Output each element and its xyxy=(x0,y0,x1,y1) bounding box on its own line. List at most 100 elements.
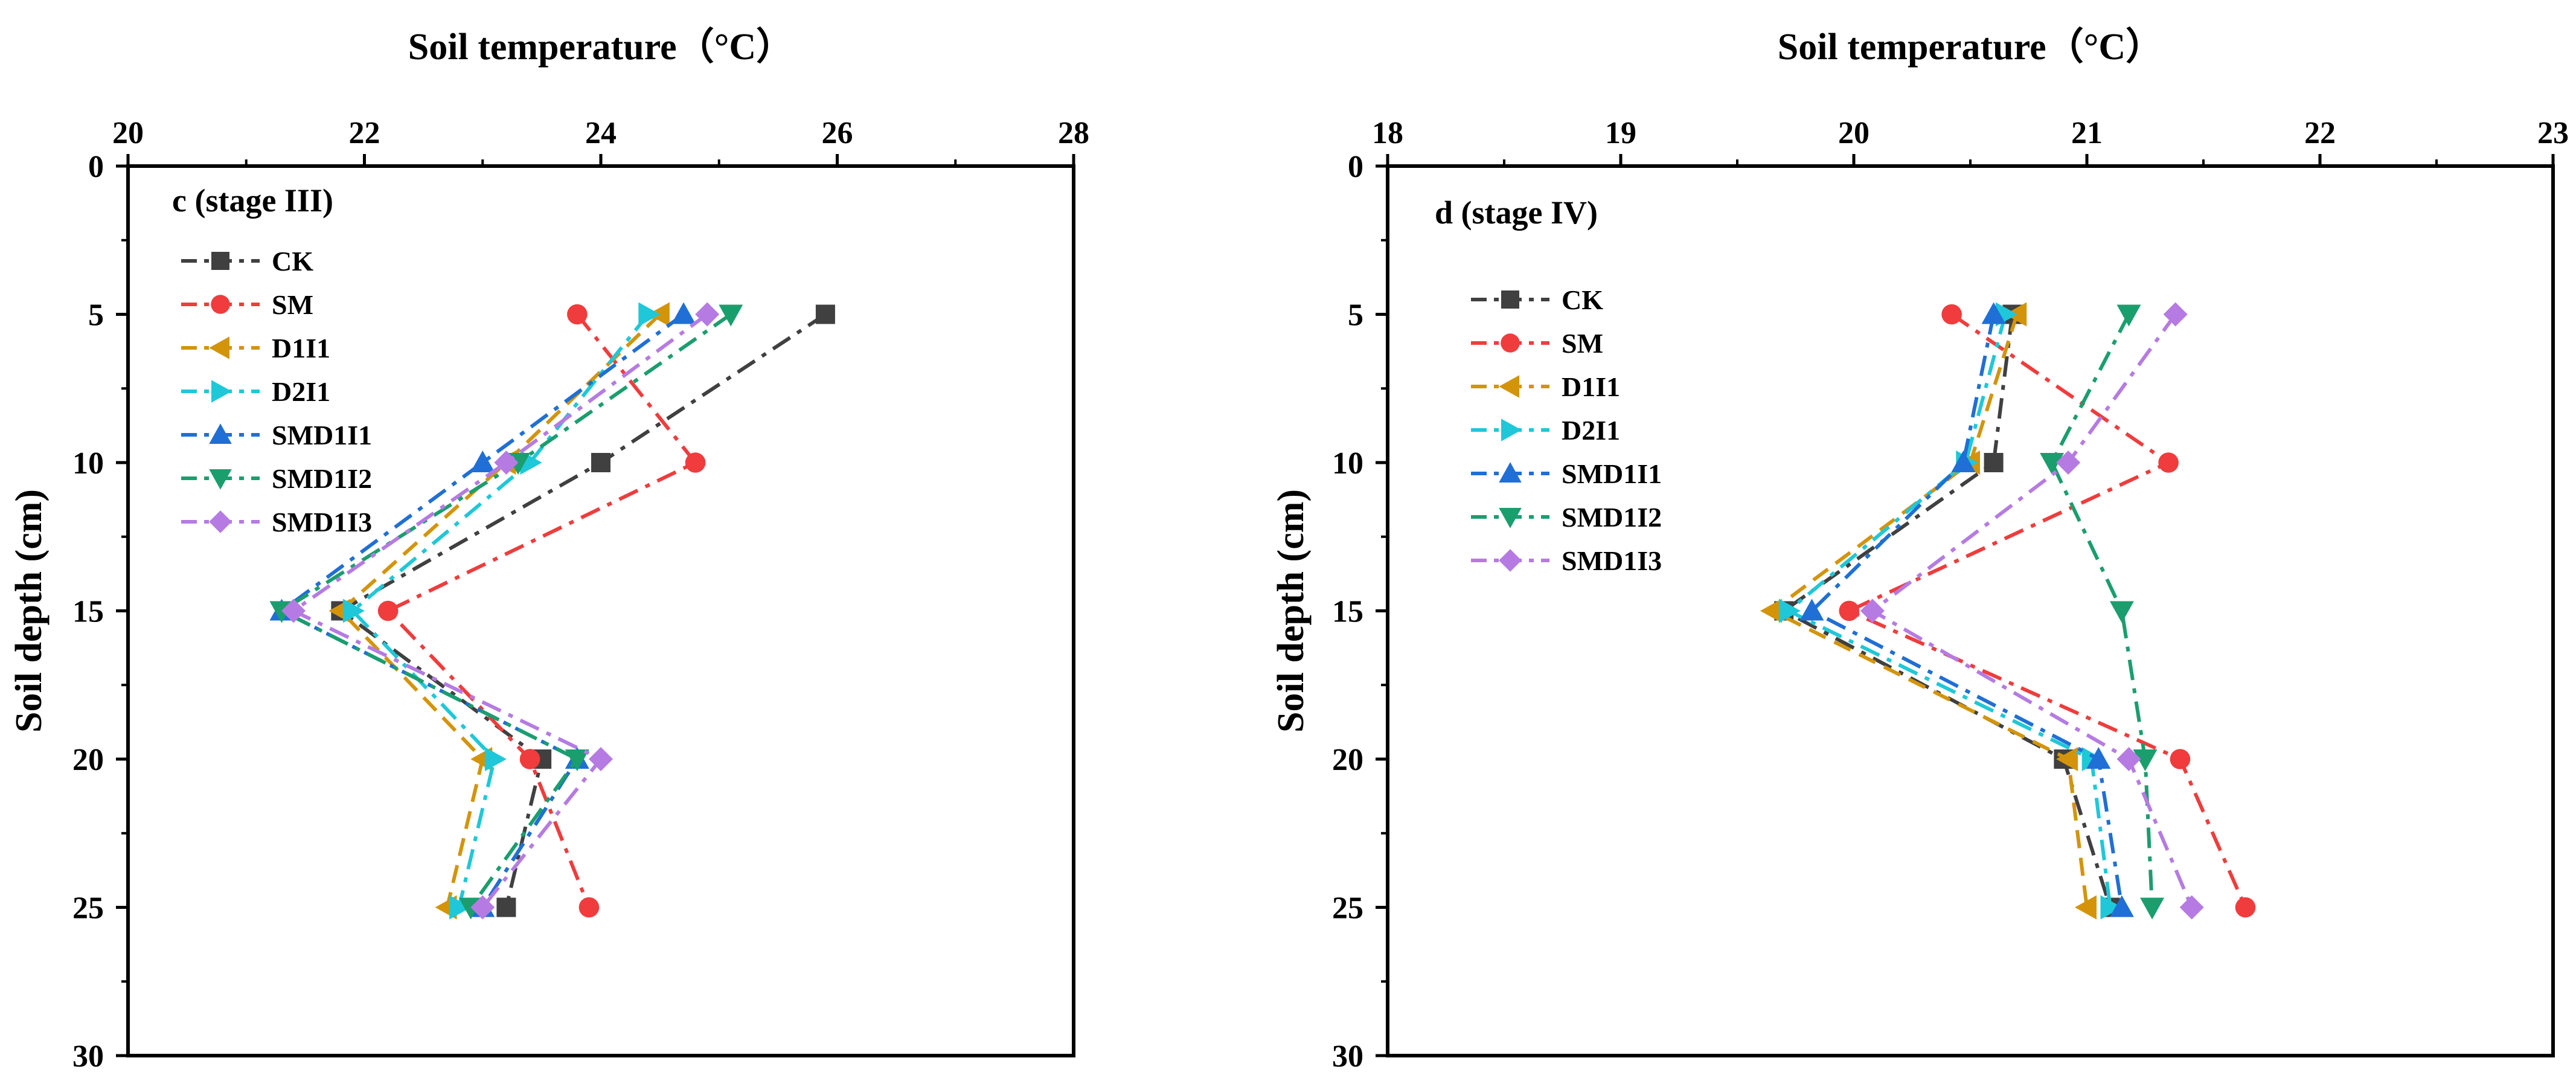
series-ck xyxy=(1774,304,2120,917)
x-tick-label: 22 xyxy=(2304,116,2336,150)
y-tick-label: 5 xyxy=(1348,298,1363,333)
legend-item-d2i1: D2I1 xyxy=(181,376,330,407)
data-point-d2i1 xyxy=(449,895,472,920)
data-point-smd1i3 xyxy=(2179,895,2204,920)
legend-marker-d1i1 xyxy=(209,336,229,359)
legend-marker-smd1i3 xyxy=(209,510,232,533)
data-point-ck xyxy=(1984,453,2004,472)
data-point-d1i1 xyxy=(2056,747,2078,771)
legend-label-d2i1: D2I1 xyxy=(272,376,330,407)
data-point-d2i1 xyxy=(638,302,661,327)
y-axis-left: 0 5 10 15 20 25 30 xyxy=(72,150,128,1074)
series-sm xyxy=(1839,304,2256,918)
data-point-smd1i1 xyxy=(1981,302,2006,324)
data-point-sm xyxy=(567,304,588,325)
x-axis-top: 20 22 24 26 28 xyxy=(112,116,1089,166)
data-point-smd1i3 xyxy=(2116,747,2141,771)
x-tick-label: 18 xyxy=(1372,116,1403,150)
y-tick-label: 20 xyxy=(72,743,104,777)
x-axis-top: 18 19 20 21 22 23 xyxy=(1372,116,2569,166)
data-point-ck xyxy=(815,304,835,324)
series-line-d1i1 xyxy=(339,313,661,908)
legend-item-smd1i3: SMD1I3 xyxy=(1471,545,1662,576)
legend-item-smd1i2: SMD1I2 xyxy=(1471,502,1662,533)
y-axis-title: Soil depth (cm) xyxy=(1270,489,1312,733)
legend-marker-sm xyxy=(1501,333,1520,353)
x-tick-label: 26 xyxy=(822,116,853,150)
y-tick-label: 30 xyxy=(72,1039,104,1074)
legend-label-sm: SM xyxy=(1562,328,1603,359)
panel-label: d (stage IV) xyxy=(1435,194,1598,231)
data-point-d2i1 xyxy=(2100,895,2123,920)
data-point-ck xyxy=(496,897,516,917)
series-line-sm xyxy=(1847,313,2248,908)
data-point-smd1i3 xyxy=(494,451,519,475)
legend-label-d1i1: D1I1 xyxy=(1562,371,1620,402)
y-tick-label: 15 xyxy=(72,595,104,629)
series-smd1i3 xyxy=(281,302,720,920)
data-point-sm xyxy=(1839,600,1860,621)
y-tick-label: 30 xyxy=(1332,1039,1363,1074)
y-tick-label: 10 xyxy=(1332,446,1363,481)
legend-label-ck: CK xyxy=(1562,284,1603,315)
y-axis-title: Soil depth (cm) xyxy=(8,489,50,733)
legend-item-ck: CK xyxy=(181,246,313,277)
data-point-d1i1 xyxy=(2075,895,2097,920)
data-point-smd1i3 xyxy=(470,895,495,920)
data-point-smd1i1 xyxy=(470,451,495,472)
series-line-d1i1 xyxy=(1770,313,2089,908)
data-point-smd1i1 xyxy=(1951,451,1976,472)
data-point-d2i1 xyxy=(342,598,365,623)
data-point-smd1i2 xyxy=(2040,453,2065,475)
x-tick-label: 21 xyxy=(2071,116,2103,150)
data-point-smd1i3 xyxy=(2056,451,2081,475)
data-point-sm xyxy=(377,600,399,621)
series-line-ck xyxy=(1782,314,2112,908)
x-axis-title: Soil temperature（°C） xyxy=(1778,25,2163,68)
data-point-sm xyxy=(2235,897,2256,918)
legend-label-smd1i2: SMD1I2 xyxy=(1562,502,1662,533)
legend-label-ck: CK xyxy=(272,246,313,277)
panel-1: 20 22 24 26 28 Soil temperature（°C） 0 5 10 15 20 25… xyxy=(8,25,1089,1074)
series-smd1i3 xyxy=(1860,302,2204,920)
series-line-ck xyxy=(339,312,827,908)
data-point-smd1i3 xyxy=(281,598,306,623)
y-tick-label: 25 xyxy=(72,891,104,926)
plot-frame xyxy=(126,164,1075,1057)
series-line-d2i1 xyxy=(350,313,650,908)
data-point-smd1i3 xyxy=(1860,598,1885,623)
series-line-d2i1 xyxy=(1786,313,2112,908)
data-point-smd1i3 xyxy=(2163,302,2188,327)
legend-label-smd1i2: SMD1I2 xyxy=(272,463,372,494)
data-point-smd1i2 xyxy=(2109,601,2134,623)
series-line-smd1i1 xyxy=(280,313,685,909)
y-tick-label: 10 xyxy=(72,446,104,481)
data-point-smd1i2 xyxy=(719,304,743,327)
legend-item-smd1i3: SMD1I3 xyxy=(181,507,372,537)
data-point-smd1i2 xyxy=(2116,304,2141,327)
data-point-ck xyxy=(591,453,610,472)
x-tick-label: 24 xyxy=(585,116,617,150)
data-point-smd1i3 xyxy=(695,302,720,327)
data-point-smd1i1 xyxy=(671,302,696,324)
series-smd1i2 xyxy=(2040,304,2165,920)
legend-item-smd1i1: SMD1I1 xyxy=(181,420,372,451)
data-point-sm xyxy=(2158,452,2179,473)
legend-label-d1i1: D1I1 xyxy=(272,333,330,364)
legend-marker-smd1i1 xyxy=(209,423,232,444)
data-point-sm xyxy=(519,749,540,769)
data-point-smd1i2 xyxy=(2133,749,2158,771)
x-tick-label: 23 xyxy=(2537,116,2569,150)
legend-item-d1i1: D1I1 xyxy=(1471,371,1620,402)
legend-label-smd1i1: SMD1I1 xyxy=(1562,458,1662,489)
data-point-sm xyxy=(2170,749,2191,769)
legend-item-smd1i1: SMD1I1 xyxy=(1471,458,1662,489)
series-smd1i1 xyxy=(1799,302,2134,917)
y-tick-label: 0 xyxy=(1348,150,1363,184)
legend-item-smd1i2: SMD1I2 xyxy=(181,463,372,494)
data-point-d2i1 xyxy=(484,747,507,771)
data-point-smd1i1 xyxy=(1799,598,1824,621)
data-point-sm xyxy=(1941,304,1962,325)
